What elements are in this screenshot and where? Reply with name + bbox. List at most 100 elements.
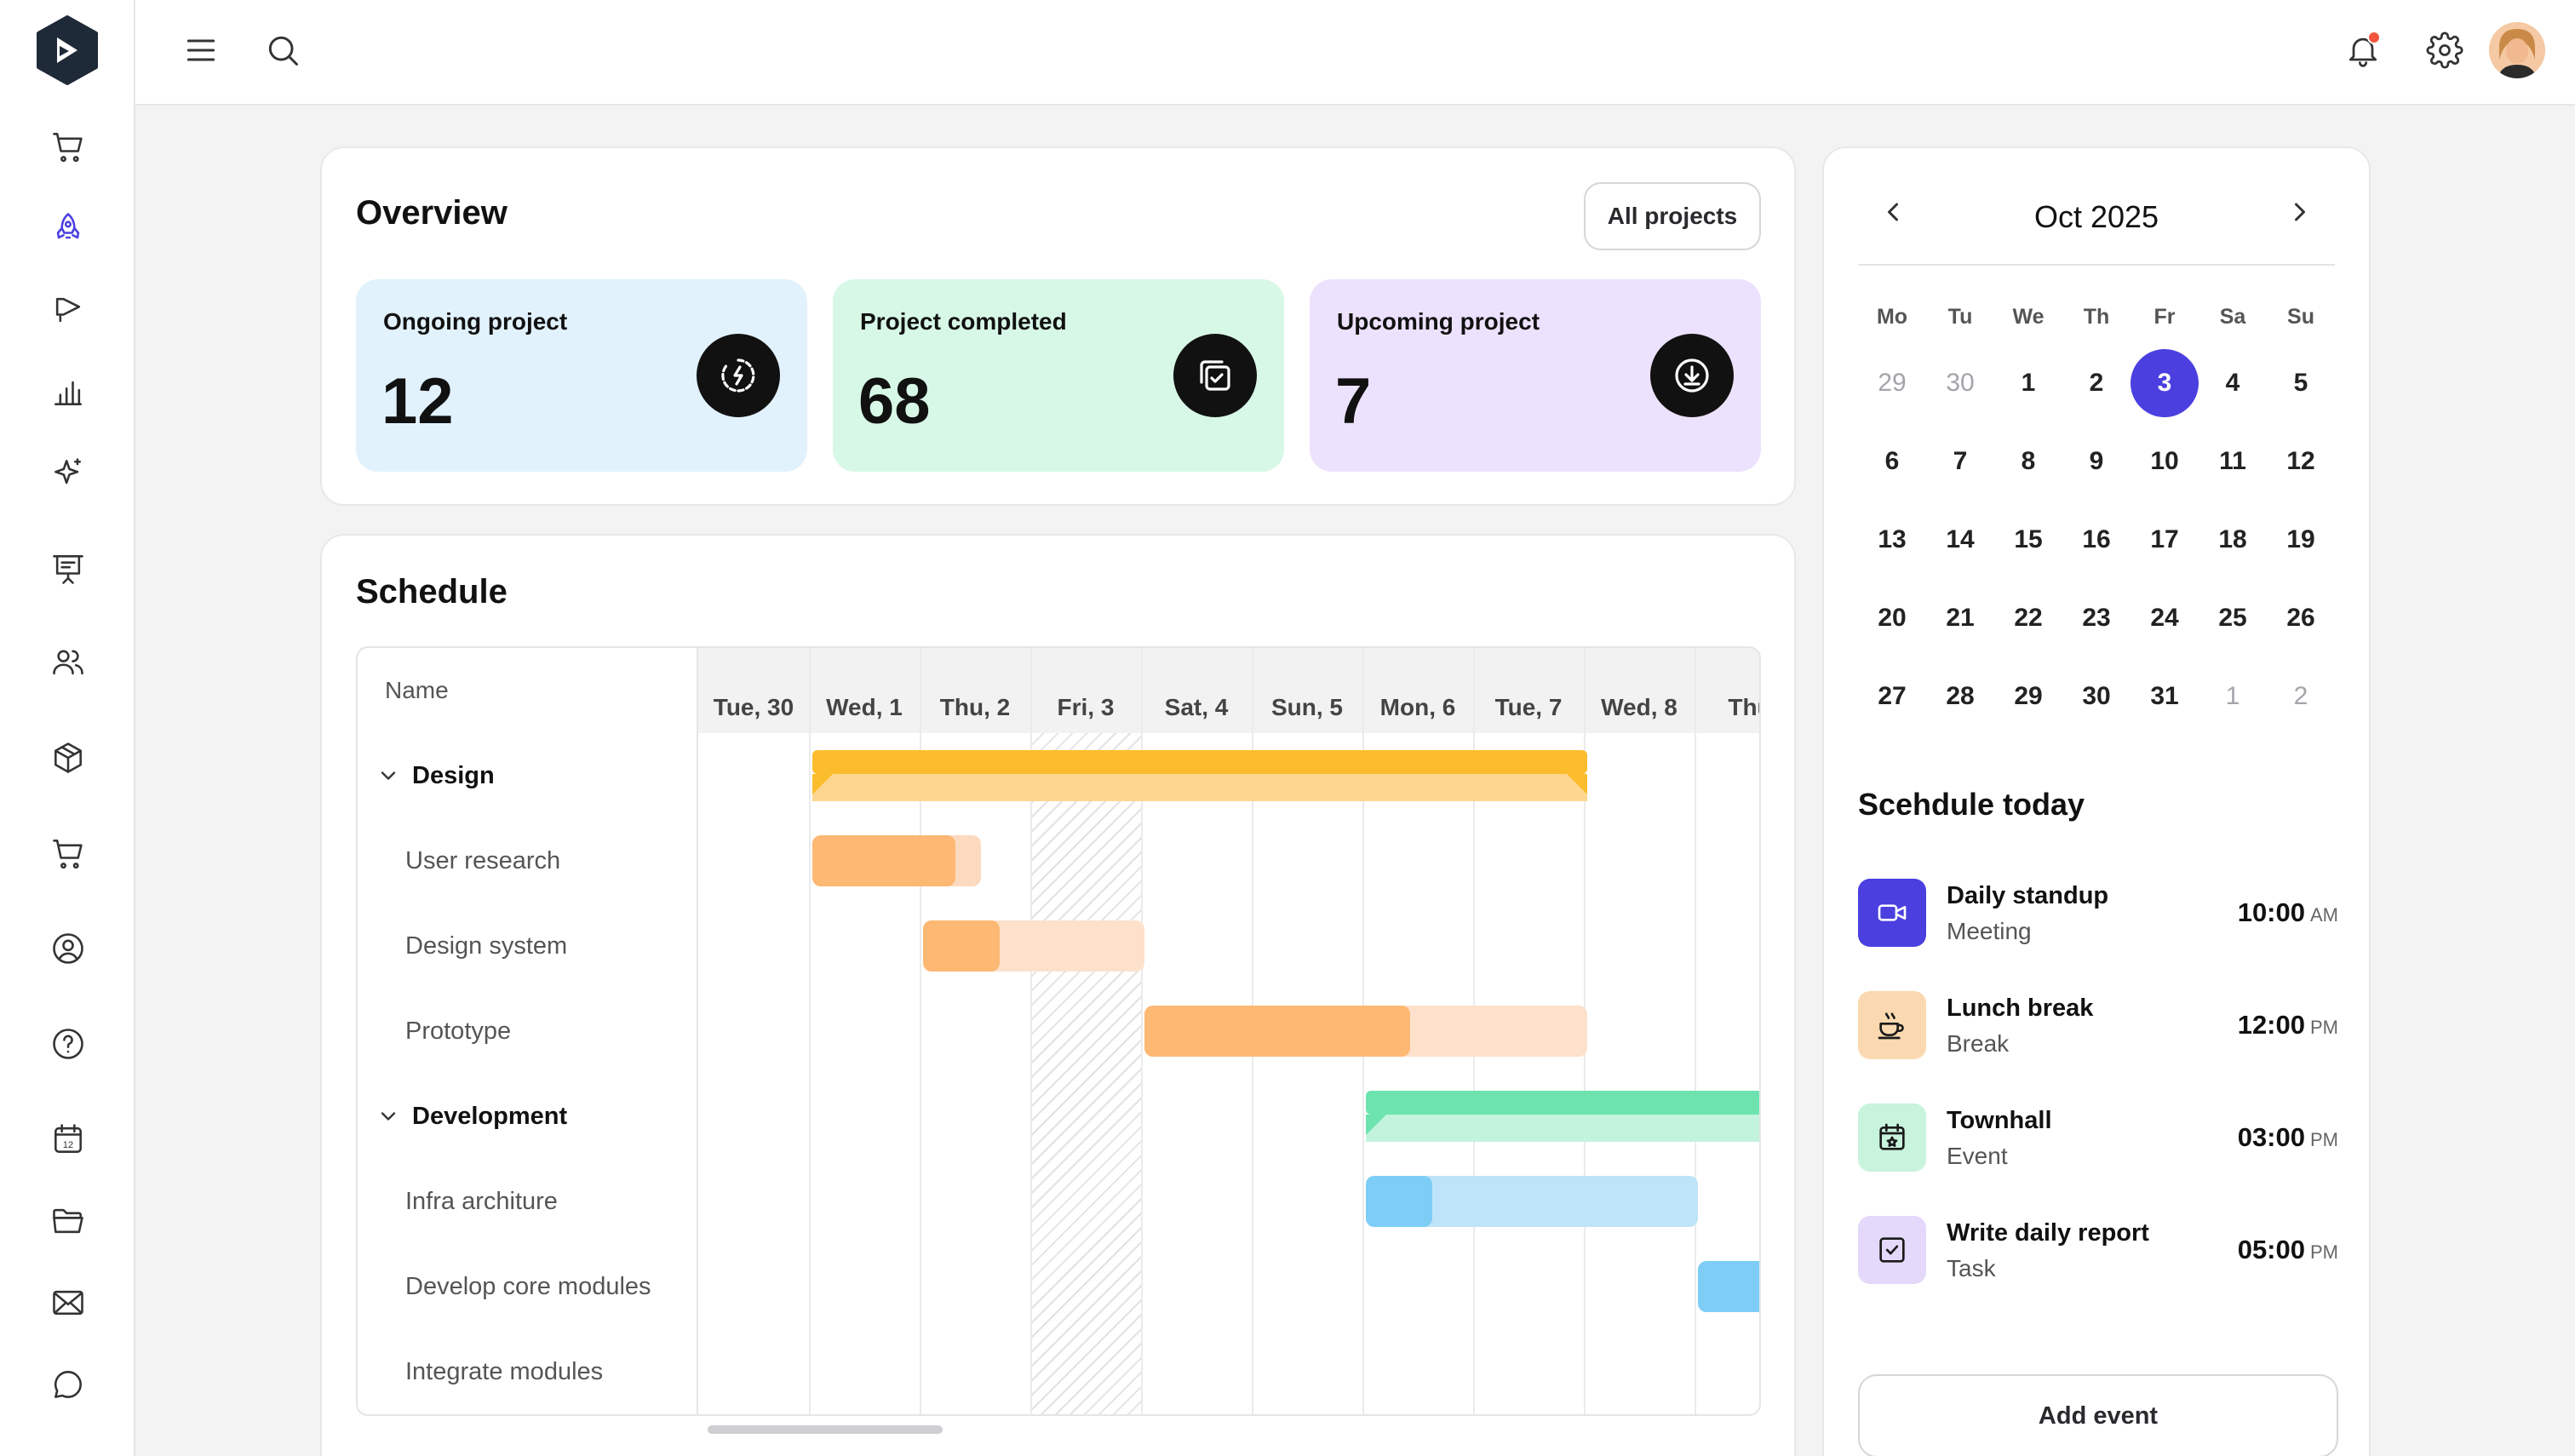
calendar-day[interactable]: 14: [1946, 525, 1975, 553]
calendar-day[interactable]: 31: [2150, 682, 2179, 710]
design-summary-fill[interactable]: [812, 774, 1587, 801]
calendar-day[interactable]: 24: [2150, 604, 2179, 632]
add-event-button[interactable]: Add event: [1858, 1374, 2338, 1456]
event-time: 12:00 PM: [2238, 1010, 2338, 1040]
user-research-bar[interactable]: [812, 835, 955, 886]
presentation-icon[interactable]: [48, 548, 89, 589]
calendar-day[interactable]: 28: [1946, 682, 1975, 710]
calendar-day[interactable]: 30: [1946, 369, 1975, 397]
mail-icon[interactable]: [48, 1282, 89, 1323]
event-item[interactable]: Townhall Event 03:00 PM: [1858, 1103, 2338, 1172]
calendar-day[interactable]: 19: [2286, 525, 2315, 553]
overview-title: Overview: [356, 194, 508, 232]
gantt-bars[interactable]: [698, 648, 1761, 1416]
avatar[interactable]: [2489, 22, 2545, 78]
calendar-day[interactable]: 26: [2286, 604, 2315, 632]
calendar-day[interactable]: 7: [1953, 447, 1968, 475]
development-summary-fill[interactable]: [1366, 1115, 1761, 1142]
calendar-day[interactable]: 9: [2089, 447, 2104, 475]
task-group-row[interactable]: Development: [358, 1074, 697, 1159]
calendar-day[interactable]: 18: [2218, 525, 2247, 553]
grid-line: [809, 648, 811, 1414]
task-label: Prototype: [405, 1017, 512, 1045]
calendar-month: Oct 2025: [2033, 199, 2159, 234]
event-item[interactable]: Write daily report Task 05:00 PM: [1858, 1216, 2338, 1284]
infra-bar-track[interactable]: [1366, 1176, 1698, 1227]
horizontal-scrollbar[interactable]: [708, 1425, 943, 1434]
task-row[interactable]: Integrate modules: [358, 1329, 697, 1414]
gantt-timeline[interactable]: Tue, 30 Wed, 1 Thu, 2 Fri, 3 Sat, 4 Sun, 5 Mon…: [698, 648, 1759, 1414]
calendar-day[interactable]: 22: [2014, 604, 2043, 632]
weekday-label: Sa: [2219, 305, 2246, 329]
event-item[interactable]: Lunch break Break 12:00 PM: [1858, 991, 2338, 1059]
folder-icon[interactable]: [48, 1201, 89, 1241]
rocket-icon[interactable]: [48, 208, 89, 249]
calendar-day[interactable]: 6: [1884, 447, 1900, 475]
task-row[interactable]: Design system: [358, 903, 697, 989]
all-projects-button[interactable]: All projects: [1584, 182, 1761, 250]
stat-ongoing[interactable]: Ongoing project 12: [356, 279, 807, 472]
help-circle-icon[interactable]: [48, 1023, 89, 1064]
gantt-chart: Name Design User research Design system Pro…: [356, 646, 1761, 1416]
task-row[interactable]: Infra architure: [358, 1159, 697, 1244]
calendar-day[interactable]: 12: [2286, 447, 2315, 475]
sparkle-icon[interactable]: [48, 453, 89, 494]
app-logo[interactable]: [35, 15, 100, 85]
event-type: Meeting: [1947, 918, 2032, 944]
task-row[interactable]: Prototype: [358, 989, 697, 1074]
development-summary-bar[interactable]: [1366, 1091, 1761, 1115]
infra-bar[interactable]: [1366, 1176, 1432, 1227]
chat-icon[interactable]: [48, 1364, 89, 1405]
task-row[interactable]: User research: [358, 818, 697, 903]
bar-chart-icon[interactable]: [48, 371, 89, 412]
calendar-icon[interactable]: 12: [48, 1119, 89, 1160]
cart-icon[interactable]: [48, 126, 89, 167]
event-ampm: PM: [2310, 1129, 2338, 1150]
stat-completed[interactable]: Project completed 68: [833, 279, 1284, 472]
calendar-day[interactable]: 25: [2218, 604, 2247, 632]
next-month-button[interactable]: [2279, 191, 2321, 233]
calendar-day[interactable]: 13: [1878, 525, 1907, 553]
calendar-day[interactable]: 8: [2021, 447, 2036, 475]
search-icon[interactable]: [261, 29, 304, 72]
calendar-day[interactable]: 11: [2219, 447, 2246, 475]
megaphone-icon[interactable]: [48, 289, 89, 330]
stat-upcoming[interactable]: Upcoming project 7: [1310, 279, 1761, 472]
box-icon[interactable]: [48, 737, 89, 778]
calendar-day[interactable]: 29: [2014, 682, 2043, 710]
task-group-row[interactable]: Design: [358, 733, 697, 818]
calendar-day[interactable]: 30: [2082, 682, 2111, 710]
calendar-day[interactable]: 23: [2082, 604, 2111, 632]
core-modules-bar[interactable]: [1698, 1261, 1761, 1312]
users-icon[interactable]: [48, 642, 89, 683]
prev-month-button[interactable]: [1872, 191, 1914, 233]
chevron-down-icon[interactable]: [376, 764, 400, 788]
calendar-day[interactable]: 1: [2021, 369, 2036, 397]
chevron-down-icon[interactable]: [376, 1104, 400, 1128]
calendar-day[interactable]: 10: [2150, 447, 2179, 475]
cart-icon[interactable]: [48, 833, 89, 874]
task-row[interactable]: Develop core modules: [358, 1244, 697, 1329]
menu-icon[interactable]: [180, 29, 222, 72]
calendar-day[interactable]: 1: [2225, 682, 2240, 710]
prototype-bar[interactable]: [1144, 1006, 1410, 1057]
calendar-day[interactable]: 5: [2293, 369, 2308, 397]
gear-icon[interactable]: [2423, 29, 2466, 72]
calendar-day[interactable]: 2: [2089, 369, 2104, 397]
design-system-bar[interactable]: [923, 920, 1000, 972]
calendar-day[interactable]: 29: [1878, 369, 1907, 397]
calendar-day[interactable]: 15: [2014, 525, 2043, 553]
calendar-day-selected[interactable]: 3: [2131, 349, 2199, 417]
calendar-day[interactable]: 2: [2293, 682, 2308, 710]
calendar-day[interactable]: 4: [2225, 369, 2240, 397]
calendar-day[interactable]: 17: [2150, 525, 2179, 553]
notification-bell-icon[interactable]: [2342, 29, 2384, 72]
calendar-day[interactable]: 20: [1878, 604, 1907, 632]
calendar-day[interactable]: 27: [1878, 682, 1907, 710]
calendar-day[interactable]: 16: [2082, 525, 2111, 553]
user-circle-icon[interactable]: [48, 928, 89, 969]
calendar-day[interactable]: 21: [1946, 604, 1975, 632]
event-item[interactable]: Daily standup Meeting 10:00 AM: [1858, 879, 2338, 947]
design-summary-bar[interactable]: [812, 750, 1587, 774]
svg-text:12: 12: [63, 1140, 73, 1150]
